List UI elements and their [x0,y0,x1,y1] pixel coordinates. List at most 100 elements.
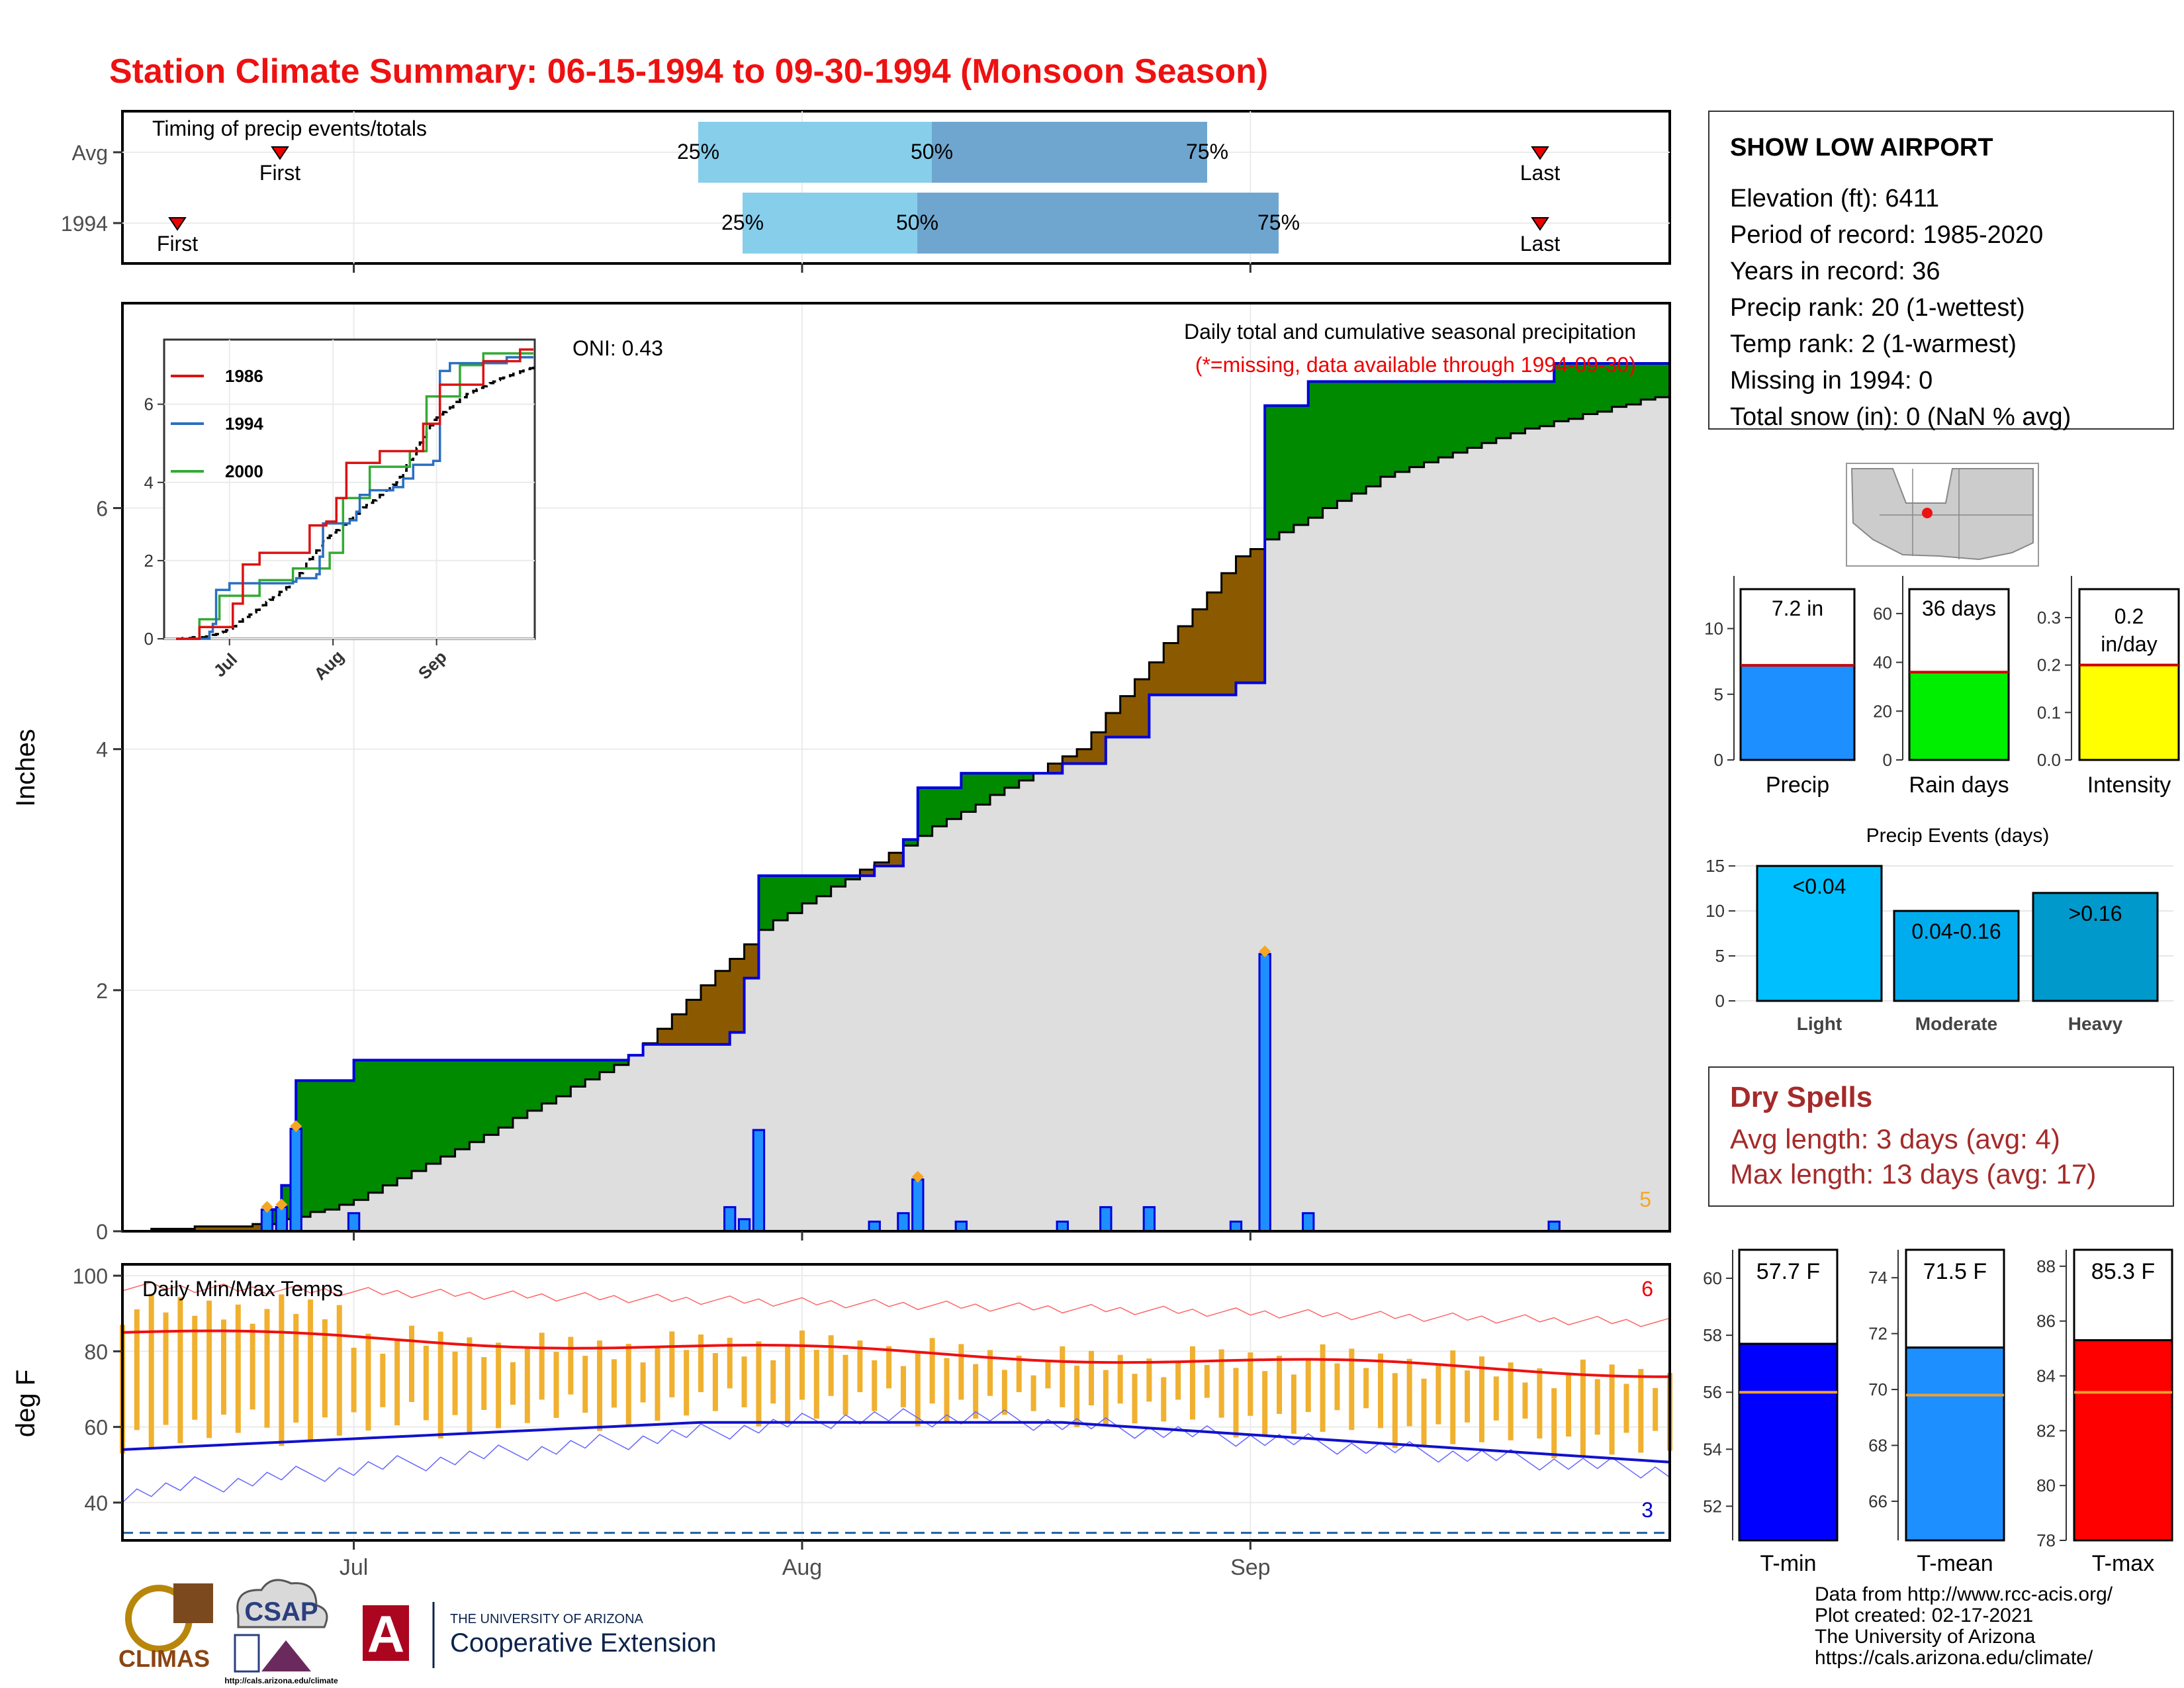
cumulative-1994-line [122,362,1670,1233]
baseline-fill [1597,411,1613,1231]
baseline-fill [585,1079,600,1231]
timing-row-label: 1994 [61,212,108,236]
station-info-line: Elevation (ft): 6411 [1730,185,1939,212]
baseline-fill [1279,532,1295,1232]
daily-temp-bar [1349,1348,1355,1430]
above-average-fill [1467,381,1482,448]
daily-temp-bar [1377,1353,1383,1429]
daily-temp-bar [611,1359,617,1408]
temp-summary-label: T-max [2092,1551,2154,1576]
station-location-dot [1922,508,1933,518]
above-average-fill [1641,363,1656,400]
daily-precip-bar [289,1127,302,1233]
daily-temp-bar [756,1341,762,1427]
precip-note: Daily total and cumulative seasonal prec… [1184,320,1636,344]
above-average-fill [1626,363,1641,404]
below-average-fill [1236,556,1251,683]
baseline-fill [397,1178,412,1231]
below-average-fill [209,1226,224,1231]
below-average-fill [1149,662,1164,695]
above-average-fill [1351,381,1367,494]
daily-temp-bar [553,1352,559,1418]
summary-label: Intensity [2087,773,2171,798]
ua-logo-block [363,1605,409,1661]
inset-y-tick-label: 4 [144,473,154,492]
baseline-fill [1612,406,1627,1231]
daily-temp-bar [1551,1388,1557,1459]
oni-label: ONI: 0.43 [572,336,663,360]
timing-bar-upper [917,193,1279,254]
daily-temp-bar [1580,1359,1586,1457]
daily-temp-bar [1030,1375,1036,1411]
daily-temp-bar [250,1323,255,1410]
daily-temp-bar [510,1362,516,1405]
baseline-fill [657,1044,672,1231]
baseline-fill [976,804,991,1231]
baseline-fill [801,903,817,1231]
daily-precip-bar [1258,953,1271,1233]
events-tick-label: 0 [1715,991,1725,1011]
daily-temp-bar [1465,1370,1471,1423]
above-average-fill [758,875,774,930]
temp-summary-label: T-mean [1917,1551,1993,1576]
below-average-fill [1134,679,1150,737]
event-category-label: Moderate [1915,1013,1997,1034]
above-average-fill [426,1060,441,1164]
below-average-fill [1105,713,1121,737]
station-info-box [1708,111,2174,430]
temp-tick-label: 72 [1868,1324,1888,1344]
daily-temp-bar [785,1345,791,1423]
station-name: SHOW LOW AIRPORT [1730,134,1993,162]
events-tick-label: 15 [1706,856,1725,876]
summary-tick-label: 10 [1704,619,1723,639]
temp-tick-label: 54 [1703,1439,1722,1459]
above-average-fill [1612,363,1627,407]
baseline-fill [889,866,904,1231]
record-marker [290,1120,302,1133]
below-average-fill [238,1226,253,1231]
baseline-fill [527,1110,543,1231]
above-average-fill [1380,381,1396,477]
baseline-fill [788,913,803,1231]
above-average-fill [932,787,947,827]
y-tick-label: 2 [96,979,108,1003]
daily-temp-bar [1277,1356,1283,1414]
baseline-fill [1655,397,1670,1231]
timing-p50-label: 50% [896,211,938,234]
station-info-line: Missing in 1994: 0 [1730,367,1933,395]
temp-tick-label: 70 [1868,1380,1888,1399]
timing-label: Timing of precip events/totals [152,117,427,140]
baseline-fill [686,1044,702,1231]
below-average-fill [1062,756,1077,764]
baseline-fill [383,1185,398,1231]
above-average-fill [541,1060,557,1103]
summary-value-box [2078,588,2180,667]
daily-temp-bar [1363,1368,1369,1409]
event-bar-text: <0.04 [1793,874,1846,898]
summary-tick-label: 0.1 [2037,702,2061,722]
above-average-fill [816,875,832,896]
baseline-fill [570,1086,586,1231]
baseline-fill [1033,773,1048,1231]
above-average-fill [1597,363,1613,412]
baseline-fill [541,1103,557,1231]
daily-precip-bar [897,1212,910,1233]
daily-temp-bar [380,1353,386,1407]
dry-spells-title: Dry Spells [1730,1081,1872,1113]
daily-temp-bar [1291,1374,1297,1434]
daily-temp-bar [1248,1352,1253,1416]
baseline-fill [1380,477,1396,1232]
baseline-fill [512,1117,528,1231]
event-bar [1893,910,2020,1002]
daily-precip-bar [911,1178,925,1233]
daily-temp-bar [308,1299,314,1441]
summary-tick-label: 0.2 [2037,655,2061,675]
baseline-fill [831,886,846,1231]
above-average-fill [1569,363,1584,419]
above-average-fill [484,1060,499,1135]
temp-summary-bar [1738,1342,1839,1542]
dry-spells-max: Max length: 13 days (avg: 17) [1730,1158,2096,1190]
baseline-fill [917,835,933,1231]
above-average-fill [1510,381,1525,434]
daily-temp-bar [1060,1346,1066,1407]
